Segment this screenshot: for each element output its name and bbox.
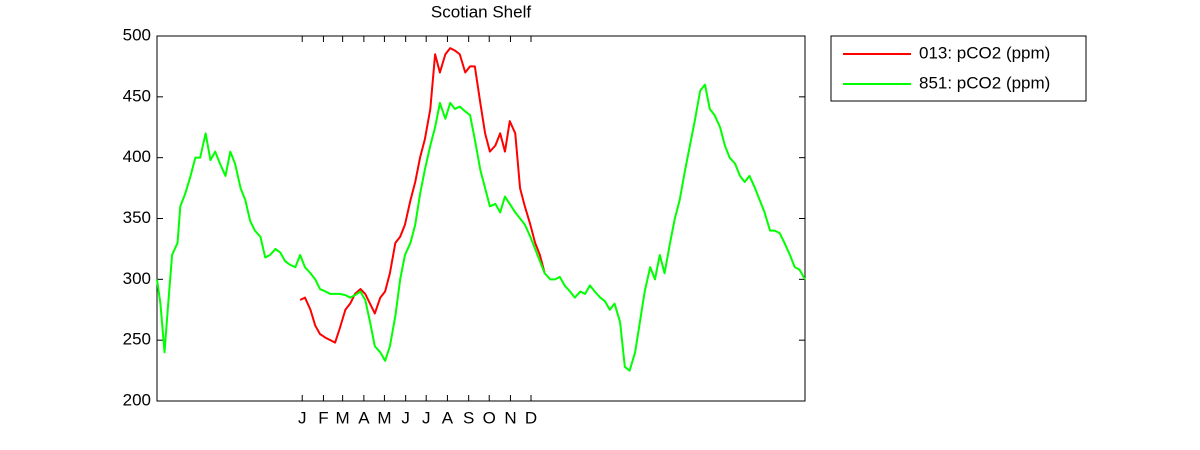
y-tick-label: 500 — [123, 25, 151, 44]
x-tick-label: M — [377, 408, 391, 427]
chart-title: Scotian Shelf — [431, 2, 531, 21]
series-line — [156, 83, 806, 372]
x-tick-label: D — [525, 408, 537, 427]
x-tick-label: A — [442, 408, 454, 427]
y-tick-label: 300 — [123, 269, 151, 288]
x-tick-label: S — [463, 408, 474, 427]
y-tick-label: 250 — [123, 330, 151, 349]
y-tick-label: 350 — [123, 208, 151, 227]
x-tick-label: J — [422, 408, 431, 427]
x-tick-label: J — [298, 408, 307, 427]
x-tick-label: N — [504, 408, 516, 427]
legend-box — [830, 35, 1087, 102]
x-tick-label: A — [358, 408, 370, 427]
x-tick-label: M — [336, 408, 350, 427]
x-tick-label: O — [483, 408, 496, 427]
x-tick-label: F — [318, 408, 328, 427]
x-tick-label: J — [401, 408, 410, 427]
legend-label: 013: pCO2 (ppm) — [919, 43, 1050, 62]
y-tick-label: 450 — [123, 86, 151, 105]
y-tick-label: 200 — [123, 390, 151, 409]
legend-label: 851: pCO2 (ppm) — [919, 73, 1050, 92]
y-tick-label: 400 — [123, 147, 151, 166]
series-line — [299, 47, 546, 344]
plot-area — [156, 35, 806, 402]
